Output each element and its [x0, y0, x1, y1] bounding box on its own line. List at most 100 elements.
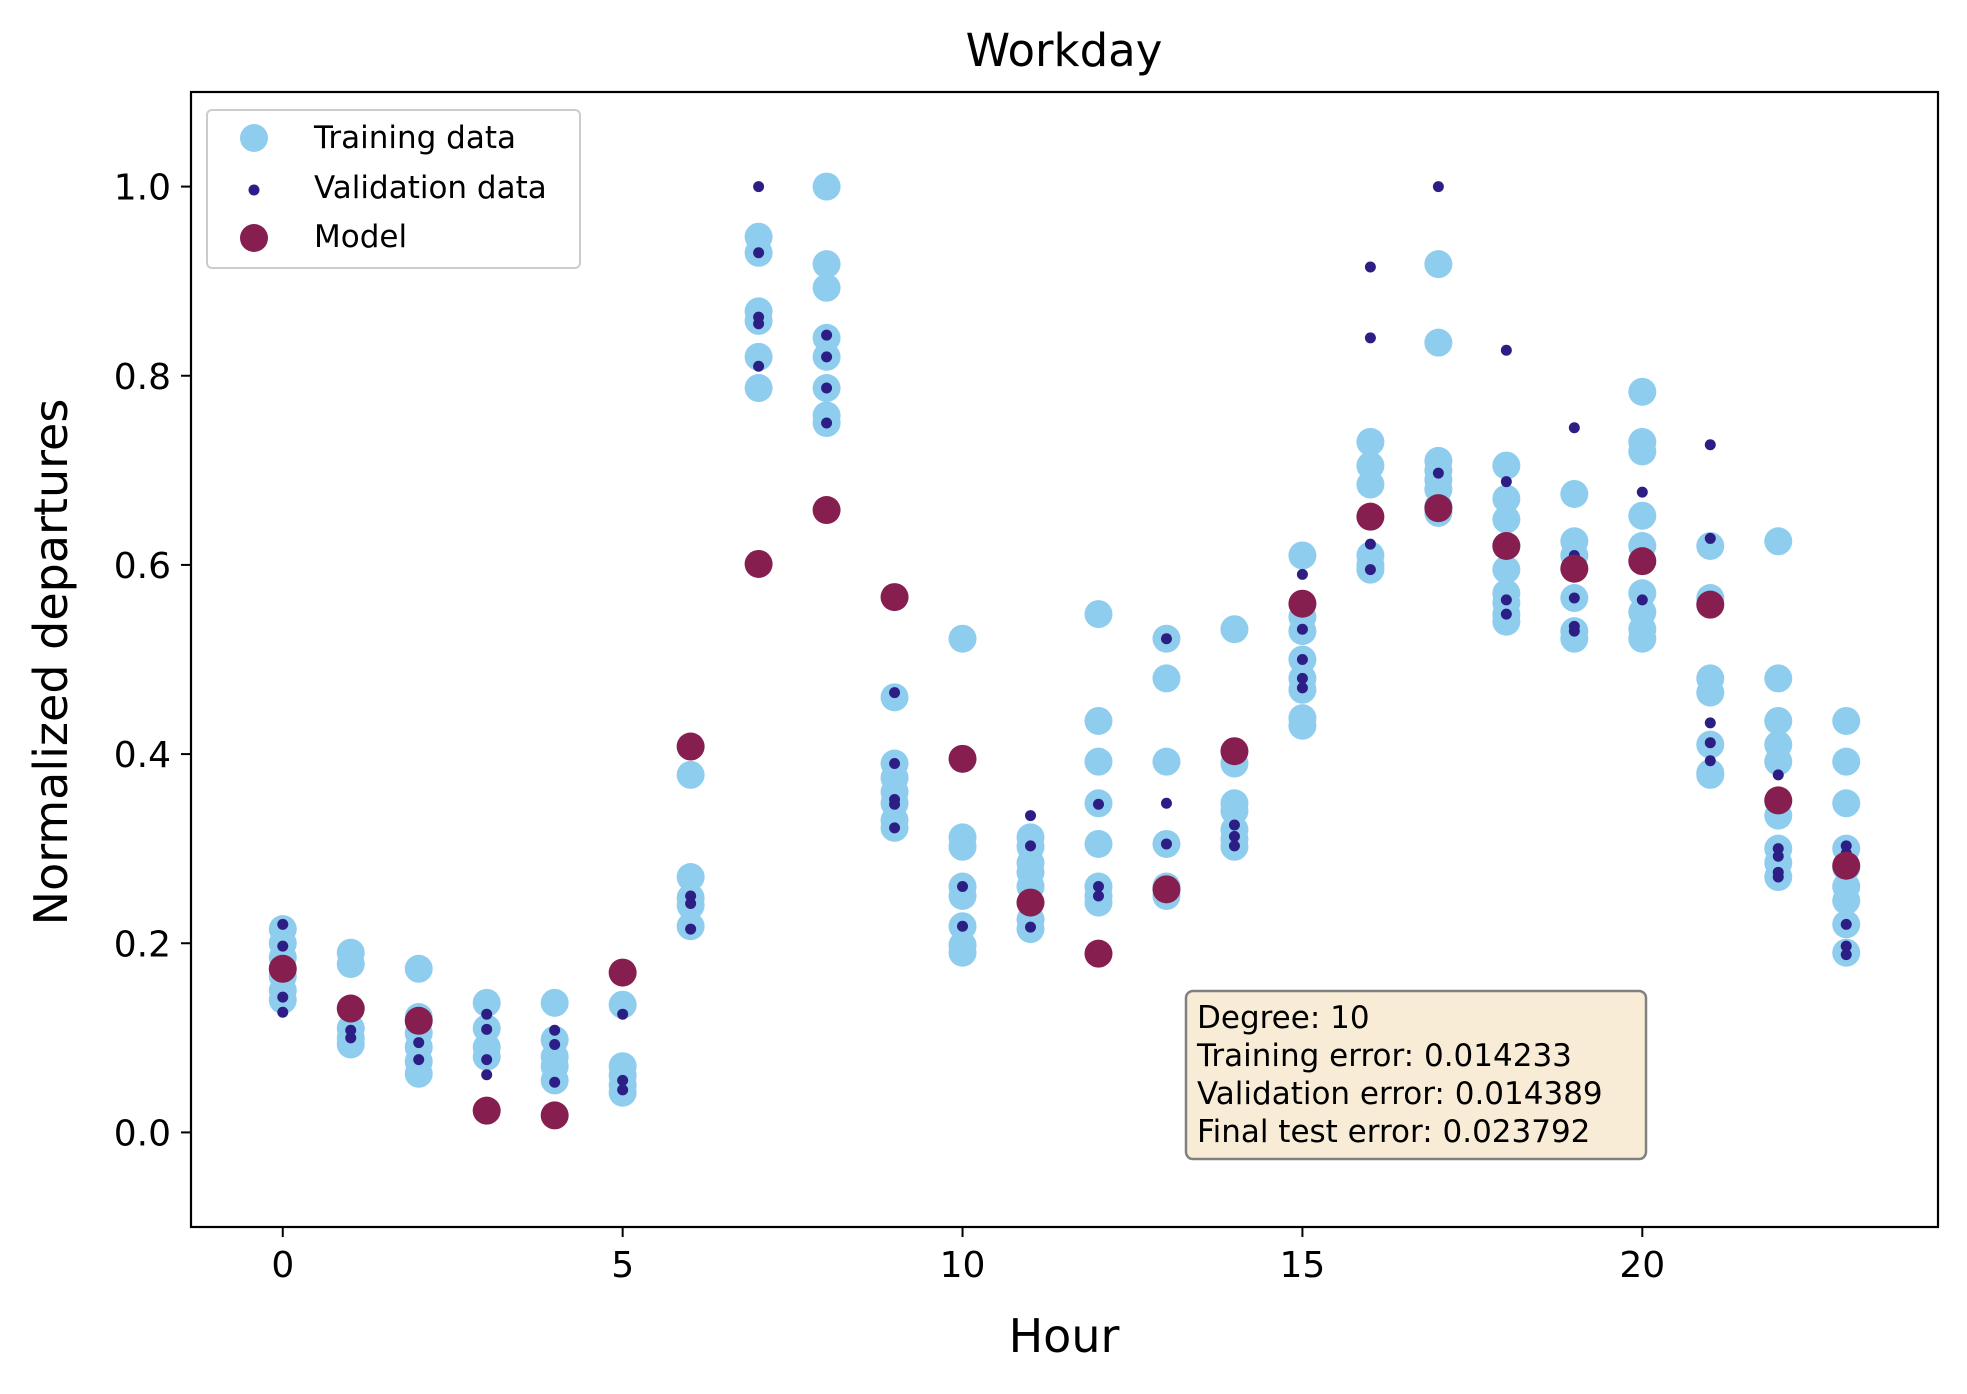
validation-data-point [617, 1074, 629, 1086]
validation-data-point [617, 1008, 629, 1020]
training-data-point [1764, 527, 1793, 556]
y-tick-label: 0.8 [114, 357, 171, 398]
validation-data-point [345, 1032, 357, 1044]
plot-area-frame [189, 90, 1940, 1229]
model-point [1288, 589, 1317, 618]
validation-data-point [617, 1084, 629, 1096]
validation-data-point [957, 881, 969, 892]
validation-data-point [889, 687, 901, 699]
training-data-point [1152, 747, 1181, 776]
training-data-point [1696, 532, 1725, 560]
training-data-point [1560, 624, 1589, 653]
model-point [540, 1101, 569, 1130]
validation-data-point [821, 382, 833, 394]
model-point [404, 1006, 433, 1035]
chart-title: Workday [966, 24, 1163, 77]
training-data-point [1084, 829, 1113, 858]
training-data-point [336, 950, 365, 979]
validation-data-point [1568, 422, 1580, 434]
validation-data-point [821, 351, 833, 363]
model-point [268, 954, 297, 983]
validation-data-point [1160, 797, 1172, 809]
annotation-degree: Degree: 10 [1197, 1000, 1370, 1036]
legend-marker-training [240, 124, 268, 152]
y-tick-label: 0.2 [114, 924, 171, 965]
model-point [676, 732, 705, 761]
validation-data-point [1092, 798, 1104, 810]
training-data-point [540, 988, 569, 1017]
validation-data-point [1364, 564, 1376, 576]
tick-marks-layer [181, 185, 1644, 1237]
validation-data-point [1296, 654, 1308, 665]
validation-data-point [481, 1023, 493, 1035]
training-data-point [1084, 600, 1113, 629]
training-data-point [1084, 706, 1113, 735]
training-data-point [948, 881, 977, 910]
validation-data-point [1432, 181, 1444, 193]
training-data-point [1696, 678, 1725, 707]
validation-data-point [1704, 532, 1716, 544]
validation-data-point [277, 940, 289, 952]
validation-data-point [1228, 830, 1240, 842]
validation-data-point [345, 1024, 357, 1036]
validation-data-point [1364, 332, 1376, 344]
tick-labels-layer: 0 5 10 15 20 0.0 0.2 0.4 0.6 0.8 1.0 [114, 168, 1665, 1286]
model-point [1152, 875, 1181, 904]
training-data-point [1628, 501, 1657, 530]
validation-data-point [1500, 344, 1512, 356]
training-data-point [1084, 747, 1113, 776]
validation-data-point [481, 1069, 493, 1081]
training-data-point [1492, 555, 1521, 584]
validation-data-point [685, 898, 697, 910]
validation-data-point [1296, 568, 1308, 580]
validation-data-point [277, 991, 289, 1003]
validation-data-point [549, 1038, 561, 1050]
error-annotation-box: Degree: 10 Training error: 0.014233 Vali… [1184, 989, 1648, 1161]
validation-data-point [685, 923, 697, 935]
legend-label-training: Training data [313, 120, 516, 156]
model-point [1764, 786, 1793, 815]
validation-data-point [1025, 921, 1037, 933]
validation-data-point [1364, 261, 1376, 273]
model-point [1220, 737, 1249, 766]
validation-data-point [1092, 881, 1104, 892]
training-data-point [744, 374, 773, 403]
validation-data-point [277, 1006, 289, 1018]
model-point [812, 496, 841, 525]
training-data-point [404, 954, 433, 983]
validation-data-point [1636, 594, 1648, 606]
y-tick-label: 0.4 [114, 735, 171, 776]
validation-data-point [1160, 633, 1172, 645]
model-point [608, 958, 637, 987]
validation-data-point [481, 1008, 493, 1020]
training-data-point [1832, 747, 1861, 776]
training-data-point [1424, 250, 1453, 279]
training-data-point [1492, 505, 1521, 534]
validation-data-point [753, 360, 765, 372]
x-tick-label: 0 [271, 1245, 294, 1286]
training-data-point [1832, 789, 1861, 818]
validation-data-point [413, 1037, 425, 1049]
validation-data-point [1772, 871, 1784, 883]
validation-data-point [1704, 717, 1716, 729]
validation-data-point [1500, 594, 1512, 606]
training-data-point [676, 760, 705, 789]
model-point [1628, 547, 1657, 576]
validation-data-point [1364, 538, 1376, 550]
validation-data-point [1704, 439, 1716, 451]
validation-data-point [753, 318, 765, 330]
validation-data-point [1840, 840, 1852, 852]
legend-marker-model [240, 224, 268, 252]
validation-data-point [1568, 625, 1580, 637]
validation-data-point [1704, 755, 1716, 767]
legend-label-model: Model [314, 219, 407, 255]
training-data-point [1424, 328, 1453, 357]
validation-data-point [481, 1054, 493, 1066]
training-data-point [1764, 706, 1793, 735]
annotation-training-error: Training error: 0.014233 [1196, 1038, 1572, 1074]
model-point [1356, 502, 1385, 531]
validation-data-point [957, 920, 969, 932]
validation-data-point [821, 329, 833, 341]
y-axis-label: Normalized departures [24, 399, 78, 926]
